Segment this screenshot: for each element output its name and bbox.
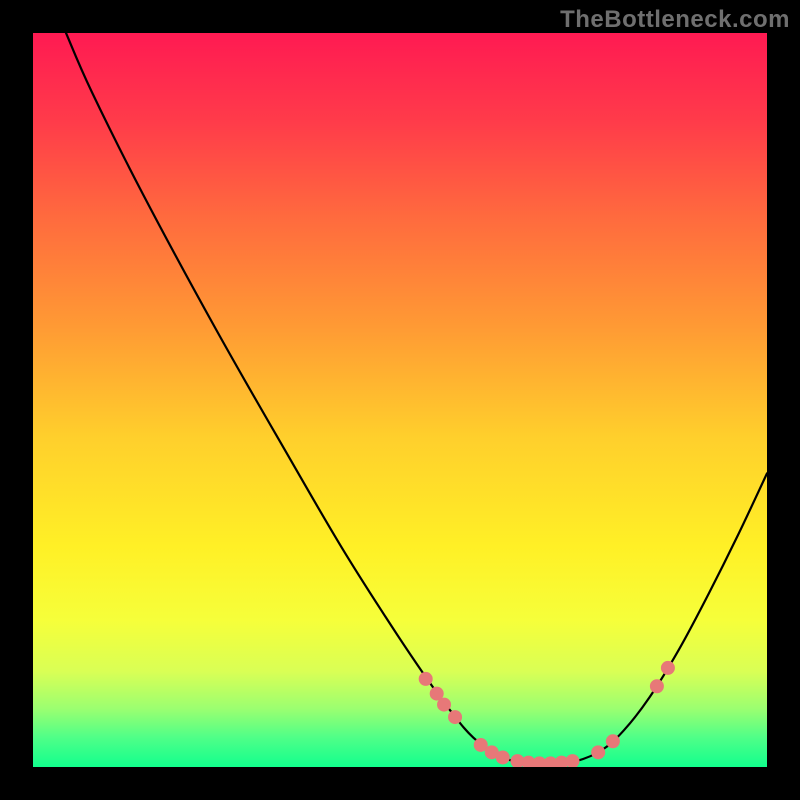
- watermark-text: TheBottleneck.com: [560, 6, 790, 34]
- data-point-marker: [606, 735, 619, 748]
- chart-plot-area: [33, 33, 767, 767]
- data-point-marker: [438, 698, 451, 711]
- data-point-marker: [496, 751, 509, 764]
- data-point-marker: [430, 687, 443, 700]
- data-point-marker: [449, 711, 462, 724]
- data-point-marker: [592, 746, 605, 759]
- data-point-marker: [650, 680, 663, 693]
- data-point-marker: [419, 672, 432, 685]
- data-point-marker: [474, 738, 487, 751]
- data-point-marker: [661, 661, 674, 674]
- bottleneck-curve: [66, 33, 767, 764]
- data-point-marker: [566, 755, 579, 767]
- chart-overlay-svg: [33, 33, 767, 767]
